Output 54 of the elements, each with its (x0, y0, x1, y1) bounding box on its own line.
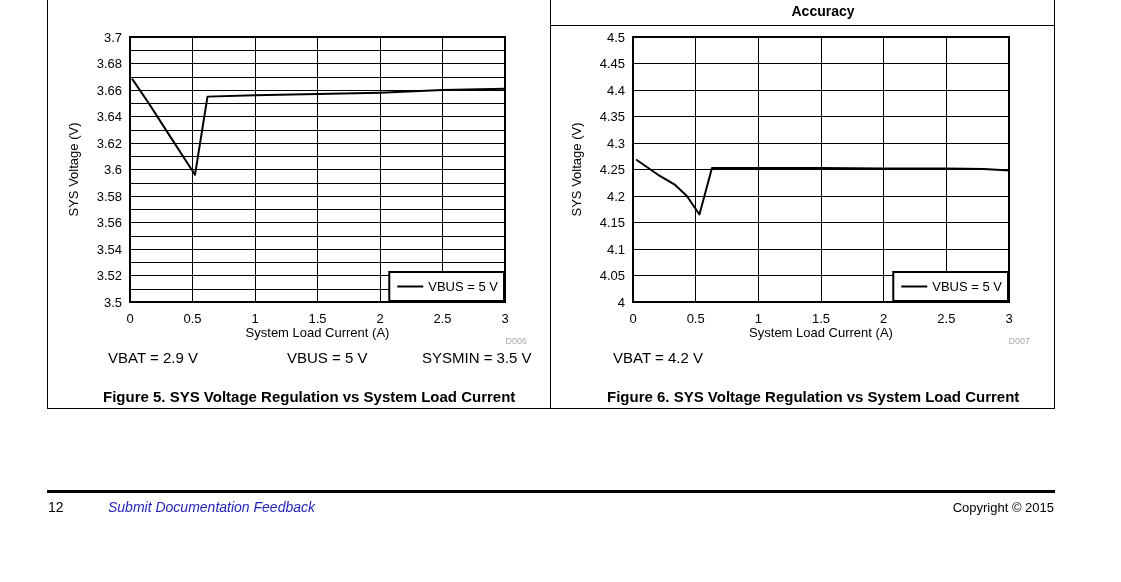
text: Copyright © 2015 (952, 499, 1054, 515)
legend-label: VBUS = 5 V (428, 279, 499, 294)
x-tick-label: 0 (126, 311, 134, 326)
x-tick-label: 3 (1005, 311, 1013, 326)
y-tick-label: 3.62 (96, 135, 122, 151)
x-tick-label: 0 (629, 311, 637, 326)
text: D006 (505, 336, 527, 346)
text: 12 (48, 499, 64, 515)
y-tick-label: 4.5 (606, 29, 625, 45)
y-tick-label: 4.25 (599, 162, 625, 177)
y-tick-label: 3.68 (96, 56, 122, 71)
x-tick-label: 0.5 (183, 311, 202, 326)
y-tick-label: 4.3 (606, 135, 625, 151)
x-tick-label: 2 (880, 311, 888, 326)
y-tick-label: 3.52 (96, 268, 122, 283)
text: Figure 6. SYS Voltage Regulation vs System Load Current (607, 388, 1020, 405)
y-tick-label: 4.4 (606, 82, 625, 98)
y-tick-label: 3.54 (96, 241, 122, 257)
y-tick-label: 4.15 (599, 215, 625, 230)
y-axis-title: SYS Voltage (V) (569, 122, 584, 217)
x-axis-title: System Load Current (A) (245, 324, 390, 340)
y-tick-label: 3.56 (96, 215, 122, 230)
y-tick-label: 4.45 (599, 56, 625, 71)
text: Figure 5. SYS Voltage Regulation vs System Load Current (103, 388, 516, 405)
x-tick-label: 2.5 (937, 311, 956, 326)
x-tick-label: 2 (376, 311, 384, 326)
x-tick-label: 0.5 (686, 311, 705, 326)
text: VBAT = 4.2 V (613, 348, 703, 366)
text: D007 (1008, 336, 1030, 346)
y-tick-label: 3.64 (96, 109, 122, 124)
y-tick-label: 3.7 (103, 29, 122, 45)
y-tick-label: 3.5 (103, 294, 122, 310)
legend-label: VBUS = 5 V (932, 279, 1003, 294)
x-axis-title: System Load Current (A) (749, 324, 893, 340)
text: VBUS = 5 V (287, 348, 368, 366)
x-tick-label: 1 (251, 311, 259, 326)
text: SYSMIN = 3.5 V (422, 348, 532, 366)
y-axis-title: SYS Voltage (V) (66, 122, 81, 217)
x-tick-label: 3 (501, 311, 509, 326)
y-tick-label: 4.2 (606, 188, 625, 204)
x-tick-label: 1.5 (811, 311, 831, 326)
y-tick-label: 4.05 (599, 268, 625, 283)
text: VBAT = 2.9 V (108, 348, 198, 366)
y-tick-label: 3.66 (96, 82, 122, 98)
y-tick-label: 3.58 (96, 188, 122, 204)
x-tick-label: 2.5 (433, 311, 452, 326)
y-tick-label: 4 (617, 294, 625, 310)
y-tick-label: 4.35 (599, 109, 625, 124)
text: Accuracy (791, 3, 855, 19)
x-tick-label: 1 (754, 311, 762, 326)
y-tick-label: 3.6 (103, 162, 122, 177)
y-tick-label: 4.1 (606, 241, 625, 257)
text: Submit Documentation Feedback (108, 499, 316, 515)
x-tick-label: 1.5 (308, 311, 327, 326)
